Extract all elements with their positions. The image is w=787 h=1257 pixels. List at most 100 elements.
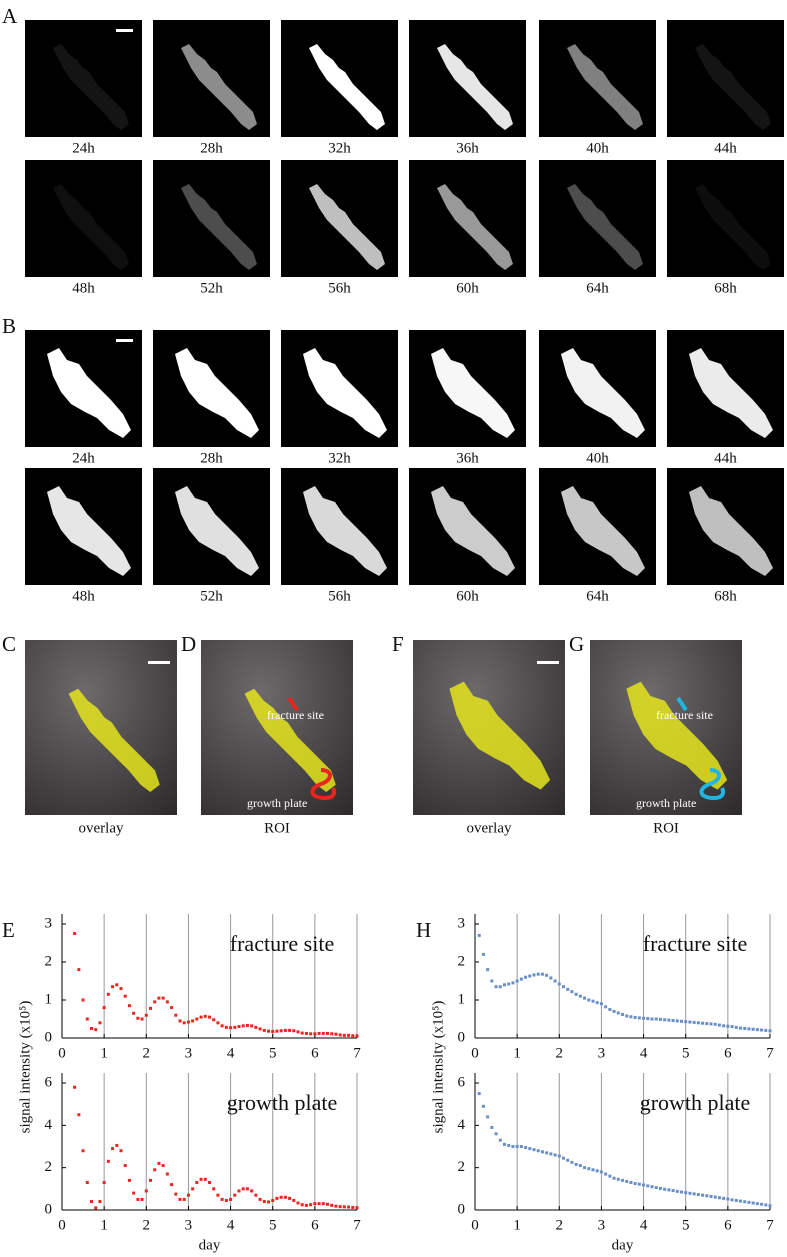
panel-label: F (392, 632, 404, 656)
data-point (751, 1027, 755, 1031)
time-label: 68h (714, 588, 737, 604)
data-point (612, 1176, 616, 1180)
data-point (271, 1198, 275, 1202)
data-point (747, 1200, 751, 1204)
data-point (519, 977, 523, 981)
data-point (355, 1034, 359, 1038)
y-tick-label: 2 (45, 1159, 53, 1175)
data-point (696, 1193, 700, 1197)
scale-bar (116, 29, 133, 32)
data-point (498, 1138, 502, 1142)
time-label: 28h (200, 450, 223, 466)
data-point (237, 1189, 241, 1193)
y-tick-label: 3 (45, 915, 53, 931)
data-point (621, 1178, 624, 1182)
data-point (90, 1200, 93, 1204)
data-point (633, 1015, 637, 1019)
data-point (296, 1030, 300, 1034)
data-point (562, 985, 565, 989)
data-point (254, 1193, 258, 1197)
data-point (599, 1002, 603, 1006)
time-label: 40h (586, 450, 609, 466)
data-point (595, 1001, 599, 1005)
data-point (726, 1197, 730, 1201)
y-tick-label: 2 (45, 953, 53, 969)
data-point (127, 1004, 131, 1008)
x-tick-label: 2 (556, 1217, 564, 1233)
data-point (170, 1006, 174, 1010)
data-point (98, 1200, 102, 1204)
roi (287, 696, 299, 712)
data-point (515, 1145, 519, 1148)
data-point (317, 1202, 321, 1206)
time-label: 32h (328, 140, 351, 156)
data-point (115, 983, 119, 987)
data-point (296, 1201, 300, 1205)
data-point (760, 1028, 764, 1032)
data-point (654, 1017, 658, 1021)
micrograph (25, 160, 142, 277)
panel-label: G (569, 632, 584, 656)
data-point (490, 979, 494, 983)
data-point (591, 999, 595, 1003)
time-label: 48h (72, 588, 95, 604)
data-point (583, 996, 587, 1000)
x-tick-label: 2 (143, 1045, 151, 1061)
data-point (119, 987, 123, 991)
data-point (591, 1168, 595, 1172)
x-tick-label: 6 (311, 1045, 319, 1061)
data-point (515, 979, 519, 983)
data-point (553, 979, 557, 983)
data-point (739, 1026, 742, 1030)
data-point (262, 1028, 266, 1032)
data-point (304, 1203, 308, 1207)
signal (695, 44, 771, 130)
data-point (161, 1164, 165, 1168)
data-point (229, 1026, 233, 1030)
caption: ROI (264, 820, 290, 836)
data-point (351, 1034, 355, 1038)
data-point (549, 1152, 553, 1156)
data-point (755, 1028, 759, 1032)
data-point (321, 1031, 325, 1035)
data-point (347, 1033, 351, 1037)
data-point (292, 1198, 296, 1202)
y-tick-label: 6 (45, 1074, 53, 1090)
data-point (191, 1187, 195, 1191)
data-point (578, 1164, 582, 1168)
data-point (680, 1019, 683, 1023)
data-point (532, 1148, 536, 1152)
data-point (94, 1206, 98, 1210)
caption: overlay (79, 820, 124, 836)
data-point (570, 990, 574, 994)
time-label: 28h (200, 140, 223, 156)
data-point (646, 1184, 650, 1188)
data-point (663, 1018, 667, 1022)
x-tick-label: 0 (471, 1045, 479, 1061)
x-tick-label: 6 (724, 1217, 732, 1233)
caption: ROI (653, 820, 679, 836)
micrograph (153, 160, 270, 277)
data-point (528, 974, 532, 978)
data-point (722, 1196, 726, 1200)
data-point (212, 1187, 216, 1191)
data-point (123, 1164, 127, 1168)
data-point (191, 1019, 195, 1023)
data-point (734, 1198, 738, 1202)
data-point (144, 1189, 148, 1193)
panel-label: H (416, 918, 431, 942)
data-point (132, 1011, 136, 1015)
time-label: 64h (586, 588, 609, 604)
data-point (604, 1005, 608, 1009)
signal (626, 681, 728, 790)
data-point (258, 1027, 262, 1031)
data-point (684, 1191, 688, 1195)
data-point (587, 998, 591, 1002)
y-tick-label: 6 (458, 1074, 466, 1090)
data-point (692, 1192, 696, 1196)
time-label: 56h (328, 588, 351, 604)
data-point (519, 1145, 523, 1148)
data-point (174, 1013, 178, 1017)
annotation: growth plate (636, 796, 696, 810)
signal (244, 688, 336, 792)
